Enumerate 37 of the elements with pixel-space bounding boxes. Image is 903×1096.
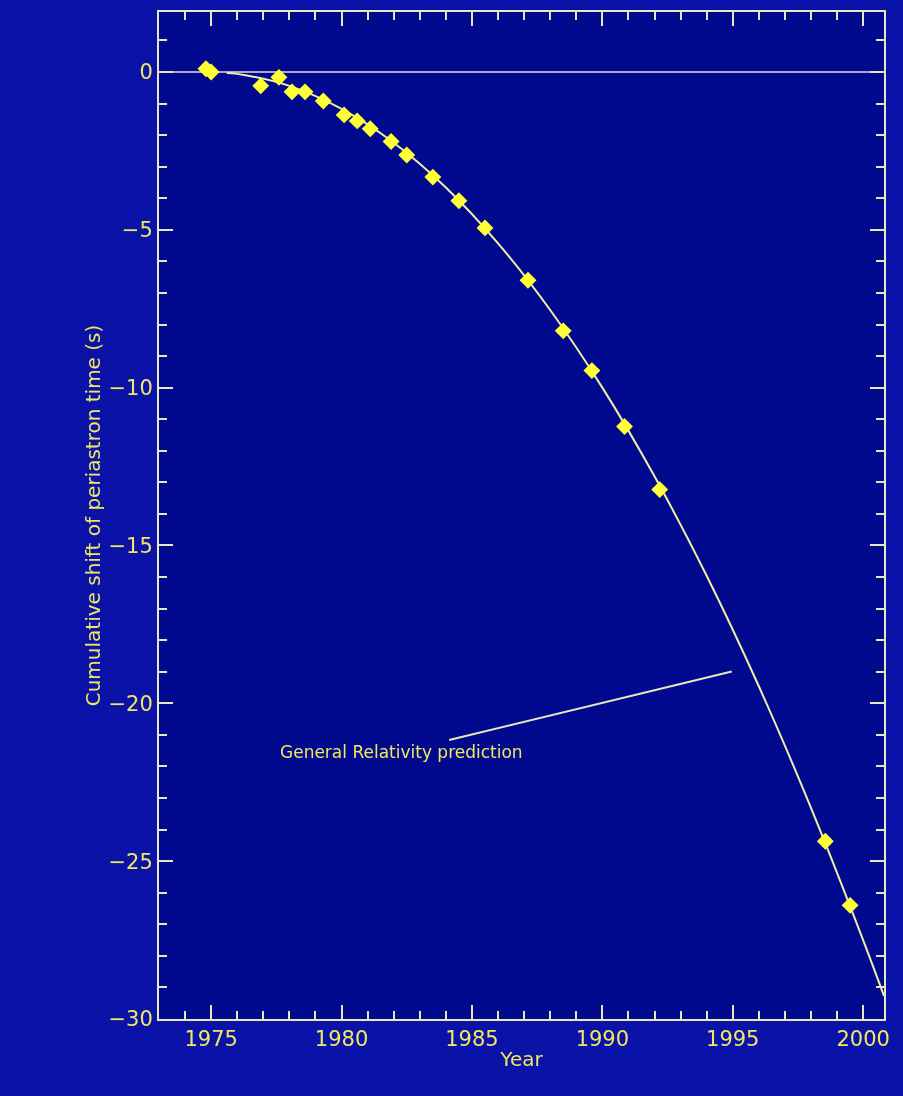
point xyxy=(841,896,859,914)
point xyxy=(450,192,468,210)
x-tick-label: 1980 xyxy=(314,1027,369,1052)
point xyxy=(335,106,353,124)
y-tick-label: −10 xyxy=(108,376,153,400)
point xyxy=(382,132,400,150)
point xyxy=(348,112,366,130)
point xyxy=(361,120,379,138)
point xyxy=(616,418,633,435)
y-tick-label: −20 xyxy=(108,691,153,716)
point xyxy=(314,92,332,110)
x-tick-label: 1990 xyxy=(575,1027,630,1052)
y-tick-label: −15 xyxy=(108,533,153,558)
point xyxy=(583,362,601,380)
x-tick-label: 2000 xyxy=(836,1027,890,1052)
point xyxy=(296,83,314,101)
point xyxy=(252,77,270,95)
y-tick-label: −30 xyxy=(108,1007,153,1032)
x-tick-label: 1975 xyxy=(184,1027,238,1052)
point xyxy=(270,68,288,86)
point xyxy=(519,271,537,289)
point xyxy=(283,83,301,101)
y-tick-label: −5 xyxy=(121,218,153,243)
x-axis-title: Year xyxy=(499,1047,544,1072)
point xyxy=(554,322,572,340)
y-tick-label: −25 xyxy=(108,849,153,874)
x-tick-label: 1995 xyxy=(706,1027,760,1052)
y-axis-title: Cumulative shift of periastron time (s) xyxy=(81,324,106,707)
point xyxy=(651,481,669,499)
y-tick-label: 0 xyxy=(139,60,153,85)
point xyxy=(398,146,416,164)
annotation: General Relativity prediction xyxy=(280,742,523,762)
point xyxy=(816,832,834,850)
point xyxy=(476,219,494,237)
point xyxy=(424,168,442,186)
line-series xyxy=(225,71,884,997)
x-tick-label: 1985 xyxy=(445,1027,499,1052)
